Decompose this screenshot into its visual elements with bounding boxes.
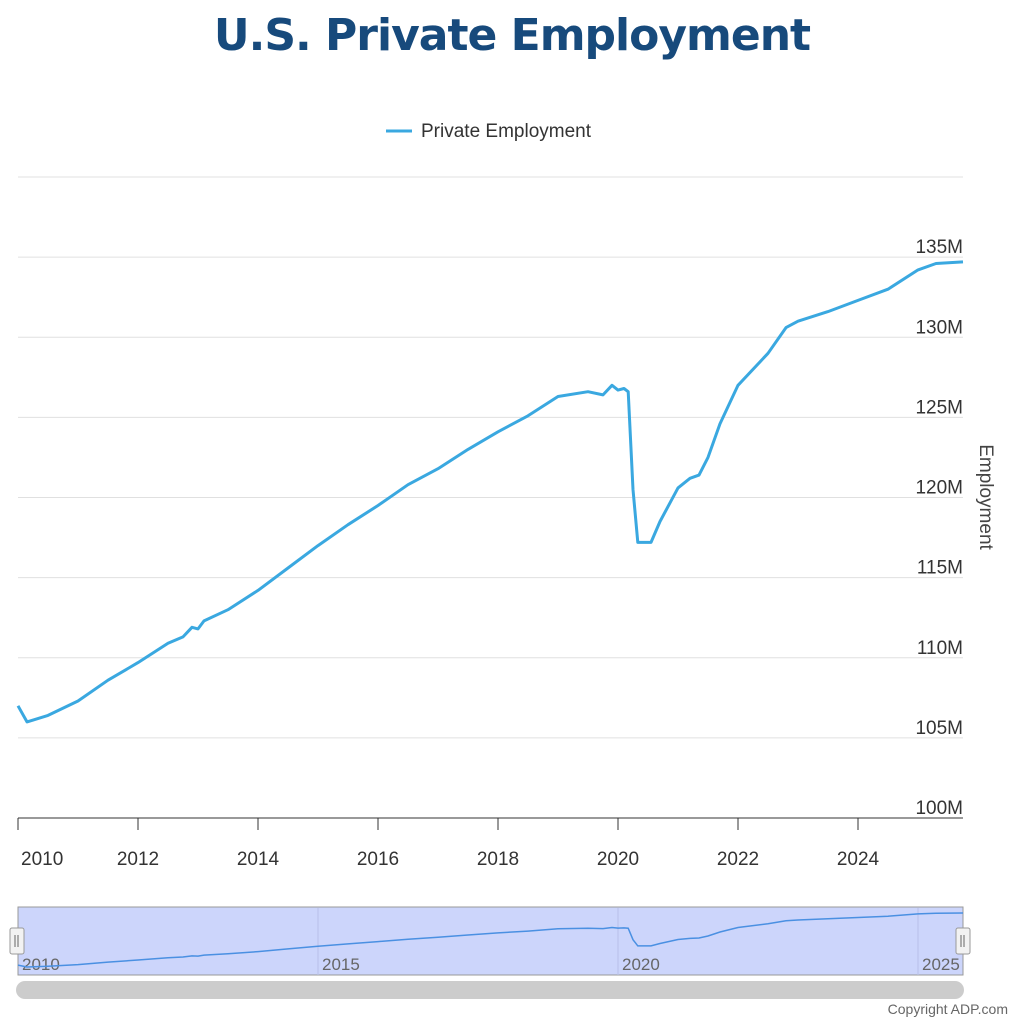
navigator: 2010 2015 2020 2025: [9, 906, 971, 976]
copyright-text: Copyright ADP.com: [887, 1001, 1008, 1017]
y-tick-label: 115M: [917, 558, 963, 579]
x-tick-label: 2016: [357, 849, 399, 870]
navigator-tick-label: 2010: [22, 955, 60, 974]
y-tick-label: 135M: [915, 237, 963, 258]
legend-label: Private Employment: [421, 121, 592, 142]
x-tick-label: 2020: [597, 849, 639, 870]
x-tick-label: 2022: [717, 849, 759, 870]
scrollbar[interactable]: [16, 981, 964, 999]
series-line-private-employment[interactable]: [16, 260, 964, 724]
x-tick-label: 2010: [21, 849, 63, 870]
navigator-tick-label: 2025: [922, 955, 960, 974]
x-tick-label: 2024: [837, 849, 880, 870]
x-tick-label: 2012: [117, 849, 159, 870]
y-axis: 100M 105M 110M 115M 120M 125M 130M 135M: [915, 237, 963, 819]
y-tick-label: 120M: [915, 478, 963, 499]
y-axis-title: Employment: [975, 444, 996, 550]
navigator-tick-label: 2020: [622, 955, 660, 974]
navigator-handle-right[interactable]: [955, 927, 971, 955]
y-tick-label: 125M: [915, 397, 963, 418]
navigator-tick-label: 2015: [322, 955, 360, 974]
y-tick-label: 130M: [915, 317, 963, 338]
y-tick-label: 100M: [915, 798, 963, 819]
x-axis: 2010 2012 2014 2016 2018 2020 2022 2024: [17, 817, 963, 870]
y-tick-label: 105M: [915, 718, 963, 739]
x-tick-label: 2018: [477, 849, 519, 870]
grid: [18, 176, 963, 739]
x-tick-label: 2014: [237, 849, 280, 870]
chart-title: U.S. Private Employment: [213, 10, 811, 61]
navigator-handle-left[interactable]: [9, 927, 25, 955]
y-tick-label: 110M: [917, 638, 963, 659]
navigator-series-line: [17, 912, 964, 968]
navigator-selected-range[interactable]: [17, 906, 964, 976]
legend-item[interactable]: Private Employment: [386, 121, 592, 142]
